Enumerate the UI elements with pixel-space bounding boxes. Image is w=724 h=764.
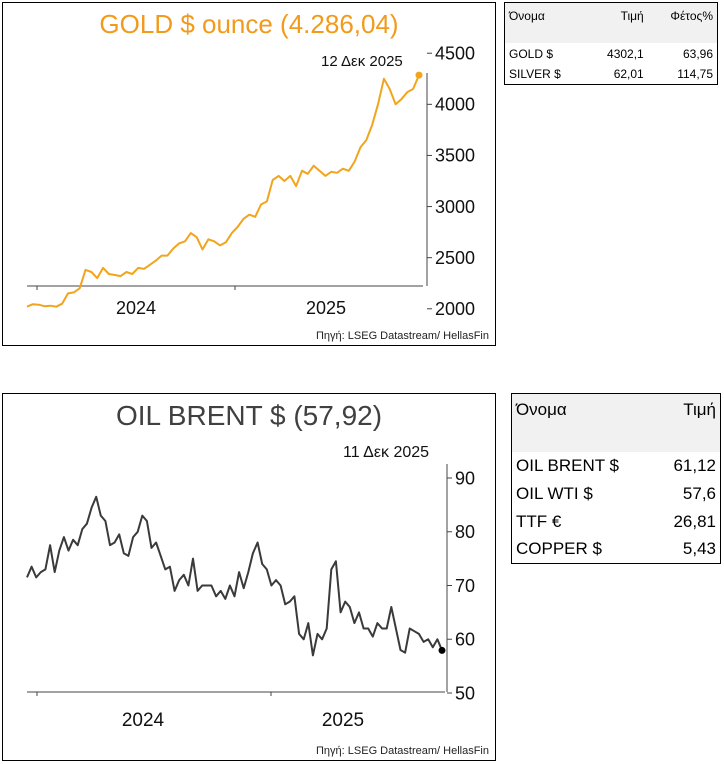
y-tick-label: 90 xyxy=(455,468,475,488)
series-line xyxy=(26,495,443,657)
oil-table-header-price: Τιμή xyxy=(683,400,716,419)
oil-chart-date: 11 Δεκ 2025 xyxy=(343,444,430,461)
gold-table-header-row: Όνομα Τιμή Φέτος% xyxy=(504,2,718,43)
table-row: GOLD $ 4302,1 63,96 xyxy=(505,43,718,65)
gold-line-chart: 2024 2025 2000 2500 3000 3500 4000 4500 xyxy=(26,44,475,319)
wti-row-name: OIL WTI $ xyxy=(516,483,593,503)
brent-row-price: 61,12 xyxy=(673,455,716,475)
x-tick-label: 2024 xyxy=(122,710,165,731)
copper-row-name: COPPER $ xyxy=(516,539,602,559)
gold-row-price: 4302,1 xyxy=(607,46,644,61)
table-row: OIL WTI $ 57,6 xyxy=(512,480,721,508)
last-value-marker xyxy=(438,646,446,654)
silver-row-name: SILVER $ xyxy=(509,67,561,82)
silver-row-price: 62,01 xyxy=(613,67,644,82)
table-row: COPPER $ 5,43 xyxy=(512,536,721,564)
oil-chart-panel: OIL BRENT $ (57,92) 11 Δεκ 2025 2024 2025… xyxy=(2,393,496,761)
y-tick-label: 80 xyxy=(455,522,475,542)
copper-row-price: 5,43 xyxy=(682,539,716,559)
oil-table-header-name: Όνομα xyxy=(516,400,567,419)
gold-chart-panel: GOLD $ ounce (4.286,04) 12 Δεκ 2025 2024… xyxy=(2,2,496,346)
oil-chart-title: OIL BRENT $ (57,92) xyxy=(115,400,383,431)
y-tick-label: 3500 xyxy=(435,146,475,166)
y-tick-label: 4500 xyxy=(435,44,475,64)
ttf-row-price: 26,81 xyxy=(673,511,716,531)
y-tick-label: 50 xyxy=(455,683,475,703)
oil-table-header-row: Όνομα Τιμή xyxy=(511,393,721,452)
y-tick-label: 4000 xyxy=(435,95,475,115)
oil-price-table: Όνομα Τιμή OIL BRENT $ 61,12 OIL WTI $ 5… xyxy=(511,393,721,564)
x-tick-label: 2025 xyxy=(322,710,364,731)
table-row: TTF € 26,81 xyxy=(512,508,721,536)
silver-row-ytd: 114,75 xyxy=(677,67,713,82)
brent-row-name: OIL BRENT $ xyxy=(516,455,619,475)
gold-table-header-ytd: Φέτος% xyxy=(670,9,713,23)
y-tick-label: 60 xyxy=(455,630,475,650)
gold-table-header-price: Τιμή xyxy=(620,9,644,23)
last-value-marker xyxy=(415,71,423,79)
y-tick-label: 2500 xyxy=(435,248,475,268)
gold-source-note: Πηγή: LSEG Datastream/ HellasFin xyxy=(315,330,489,342)
x-tick-label: 2025 xyxy=(306,298,346,318)
ttf-row-name: TTF € xyxy=(516,511,562,531)
gold-chart-title: GOLD $ ounce (4.286,04) xyxy=(99,9,399,39)
gold-row-name: GOLD $ xyxy=(509,46,554,61)
y-tick-label: 3000 xyxy=(435,197,475,217)
gold-row-ytd: 63,96 xyxy=(682,46,713,61)
gold-table-header-name: Όνομα xyxy=(509,9,545,23)
gold-chart-date: 12 Δεκ 2025 xyxy=(321,53,403,70)
wti-row-price: 57,6 xyxy=(682,483,716,503)
oil-source-note: Πηγή: LSEG Datastream/ HellasFin xyxy=(315,745,489,757)
y-tick-label: 70 xyxy=(455,576,475,596)
table-row: OIL BRENT $ 61,12 xyxy=(512,452,721,480)
x-tick-label: 2024 xyxy=(116,298,156,318)
table-row: SILVER $ 62,01 114,75 xyxy=(505,65,718,85)
y-tick-label: 2000 xyxy=(435,299,475,319)
gold-price-table: Όνομα Τιμή Φέτος% GOLD $ 4302,1 63,96 SI… xyxy=(504,2,718,85)
series-line xyxy=(26,74,420,308)
oil-line-chart: 2024 2025 50 60 70 80 90 xyxy=(26,464,475,731)
